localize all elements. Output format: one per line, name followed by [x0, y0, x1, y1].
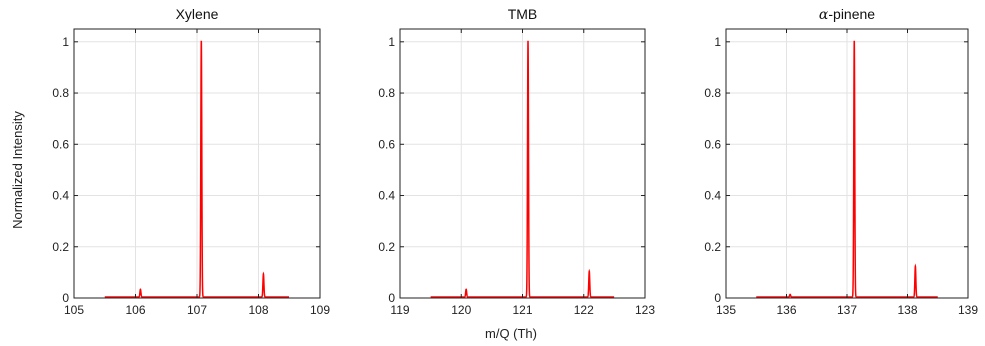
x-tick-label: 119	[390, 303, 409, 317]
y-tick-label: 0.2	[52, 240, 69, 254]
spectrum-line	[104, 40, 289, 298]
chart-title: Xylene	[176, 6, 219, 22]
x-tick-label: 120	[451, 303, 471, 317]
y-tick-label: 1	[62, 35, 69, 49]
peak-point	[262, 274, 264, 276]
y-tick-label: 0	[714, 291, 721, 305]
y-tick-label: 0.6	[704, 137, 721, 151]
panel-alpha-pinene: 135 136 137 138 139 0 0.2 0.4 0.6 0.8 1 α-pinene	[704, 6, 978, 317]
peak-point	[853, 41, 855, 43]
y-tick-label: 0.4	[704, 189, 721, 203]
y-tick-label: 1	[388, 35, 395, 49]
y-tick-label: 0.8	[704, 86, 721, 100]
panel-xylene: 105 106 107 108 109 0 0.2 0.4 0.6 0.8 1 Xylene	[52, 6, 330, 317]
x-tick-label: 107	[187, 303, 207, 317]
x-tick-label: 123	[635, 303, 655, 317]
y-axis-label: Normalized Intensity	[10, 111, 25, 229]
spectrum-line	[756, 40, 938, 298]
peak-point	[588, 271, 590, 273]
title-greek-prefix: α	[819, 7, 829, 23]
title-text: Xylene	[176, 6, 219, 22]
x-tick-label: 135	[716, 303, 736, 317]
y-tick-label: 0.6	[52, 137, 69, 151]
y-tick-label: 0.4	[378, 189, 395, 203]
x-tick-label: 122	[574, 303, 594, 317]
y-tick-label: 0	[388, 291, 395, 305]
panel-tmb: 119 120 121 122 123 0 0.2 0.4 0.6 0.8 1 TMB	[378, 6, 655, 317]
chart-title: TMB	[508, 6, 538, 22]
x-tick-label: 121	[512, 303, 532, 317]
x-tick-label: 136	[776, 303, 796, 317]
peak-point	[789, 294, 791, 296]
y-tick-label: 0	[62, 291, 69, 305]
y-tick-label: 0.8	[378, 86, 395, 100]
y-tick-label: 0.4	[52, 189, 69, 203]
x-tick-label: 139	[958, 303, 978, 317]
x-tick-label: 106	[125, 303, 145, 317]
y-tick-label: 0.2	[378, 240, 395, 254]
x-tick-label: 108	[248, 303, 268, 317]
chart-title: α-pinene	[819, 6, 875, 23]
spectrum-line	[430, 40, 615, 298]
peak-point	[139, 289, 141, 291]
x-axis-label: m/Q (Th)	[485, 326, 537, 341]
x-tick-label: 105	[64, 303, 84, 317]
peak-point	[527, 41, 529, 43]
y-tick-label: 0.6	[378, 137, 395, 151]
x-tick-label: 137	[837, 303, 857, 317]
y-tick-label: 1	[714, 35, 721, 49]
y-tick-label: 0.8	[52, 86, 69, 100]
peak-point	[200, 41, 202, 43]
peak-point	[465, 289, 467, 291]
peak-point	[914, 266, 916, 268]
x-tick-label: 138	[897, 303, 917, 317]
title-text: TMB	[508, 6, 538, 22]
y-tick-label: 0.2	[704, 240, 721, 254]
title-text: -pinene	[828, 6, 875, 22]
x-tick-label: 109	[310, 303, 330, 317]
